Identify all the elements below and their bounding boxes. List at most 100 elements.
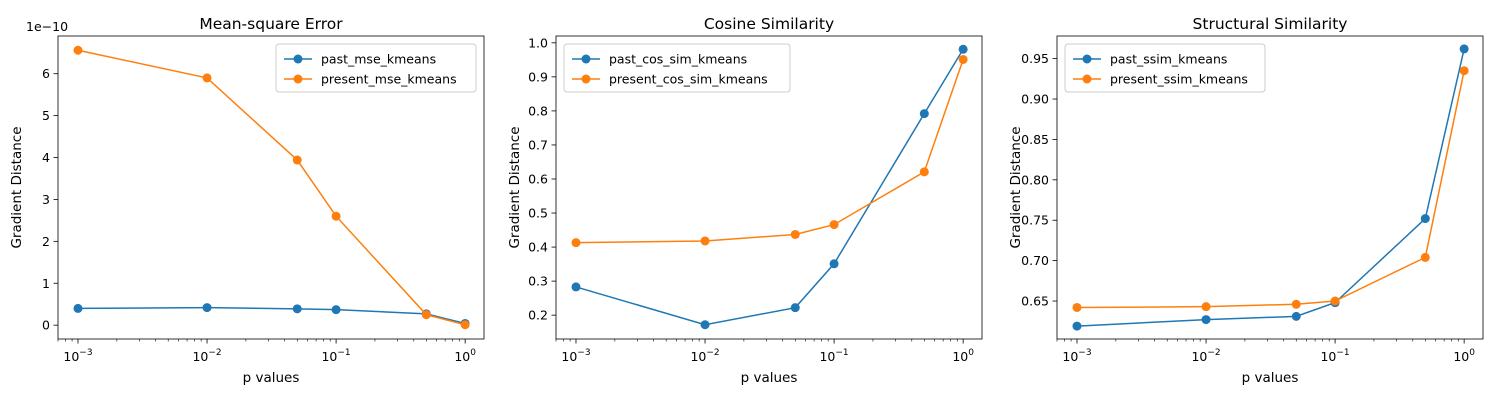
data-point-past_ssim_kmeans [1072,321,1082,331]
x-tick-label: 10−2 [192,348,221,364]
y-tick-label: 0.70 [1021,253,1049,268]
chart-panel-1: Mean-square Error 10−3 10−2 10−1 100 0 1 2 3 4 5 6 1… [9,15,485,386]
y-tick-label: 1.0 [528,35,548,50]
y-tick-label: 0.6 [528,171,548,186]
data-point-present_ssim_kmeans [1291,299,1301,309]
legend: past_mse_kmeans present_mse_kmeans [275,43,477,93]
y-tick-label: 0.5 [528,206,548,221]
data-point-present_cos_sim_kmeans [958,54,968,64]
series-line-past_ssim_kmeans [1076,48,1465,327]
y-tick-label: 0.80 [1021,172,1049,187]
data-point-present_cos_sim_kmeans [919,167,929,177]
data-point-present_mse_kmeans [460,320,470,330]
y-tick-label: 0.90 [1021,92,1049,107]
y-tick-label: 0.9 [528,69,548,84]
chart-panel-2: Cosine Similarity 10−3 10−2 10−1 100 0.2 0.3 0.… [507,15,983,386]
data-point-present_cos_sim_kmeans [790,229,800,239]
y-tick-label: 0.7 [528,137,548,152]
legend: past_ssim_kmeans present_ssim_kmeans [1064,43,1266,93]
data-point-past_ssim_kmeans [1291,311,1301,321]
data-point-past_cos_sim_kmeans [700,320,710,330]
data-point-past_cos_sim_kmeans [829,259,839,269]
y-tick-label: 1 [42,276,50,291]
chart-title: Structural Similarity [1193,15,1348,33]
data-point-present_cos_sim_kmeans [700,236,710,246]
series-line-past_cos_sim_kmeans [575,48,964,326]
legend-label: past_mse_kmeans [321,52,436,67]
y-tick-label: 4 [42,150,50,165]
data-point-present_cos_sim_kmeans [571,238,581,248]
legend-marker [1082,54,1092,64]
chart-title: Mean-square Error [199,15,343,33]
data-point-past_cos_sim_kmeans [958,44,968,54]
x-tick-label: 10−3 [63,348,92,364]
y-tick-label: 3 [42,192,50,207]
series-line-present_cos_sim_kmeans [575,59,964,244]
data-point-present_ssim_kmeans [1459,66,1469,76]
data-point-present_ssim_kmeans [1072,302,1082,312]
series-line-present_mse_kmeans [77,49,466,326]
data-point-present_mse_kmeans [292,155,302,165]
y-tick-label: 0.75 [1021,213,1049,228]
y-tick-label: 6 [42,66,50,81]
y-tick-label: 0.3 [528,274,548,289]
data-point-past_ssim_kmeans [1201,315,1211,325]
x-tick-label: 10−2 [1191,348,1220,364]
legend-marker [581,54,591,64]
legend-marker [293,74,303,84]
legend-label: past_ssim_kmeans [1110,52,1227,67]
legend-box [1064,43,1266,93]
legend-marker [581,74,591,84]
data-point-present_ssim_kmeans [1420,252,1430,262]
x-tick-label: 100 [454,348,476,364]
legend-label: past_cos_sim_kmeans [609,52,747,67]
plot-frame [1056,35,1484,340]
legend-label: present_ssim_kmeans [1110,72,1248,87]
legend: past_cos_sim_kmeans present_cos_sim_kmean… [563,43,791,93]
data-point-present_mse_kmeans [421,310,431,320]
data-point-present_mse_kmeans [73,45,83,55]
x-axis-label: p values [243,370,300,386]
data-point-present_ssim_kmeans [1201,302,1211,312]
x-tick-label: 10−1 [321,348,350,364]
legend-marker [1082,74,1092,84]
data-point-past_mse_kmeans [202,303,212,313]
x-tick-label: 100 [952,348,974,364]
x-axis-label: p values [1242,370,1299,386]
series-line-past_mse_kmeans [77,306,466,325]
x-tick-label: 10−2 [690,348,719,364]
y-offset-label: 1e−10 [26,19,68,34]
y-tick-label: 0.2 [528,308,548,323]
data-point-past_cos_sim_kmeans [790,303,800,313]
y-tick-label: 0.95 [1021,51,1049,66]
x-tick-label: 10−3 [1062,348,1091,364]
y-tick-label: 2 [42,234,50,249]
y-tick-label: 0.85 [1021,132,1049,147]
legend-marker [293,54,303,64]
y-tick-label: 0.65 [1021,294,1049,309]
series-line-present_ssim_kmeans [1076,70,1465,309]
data-point-present_cos_sim_kmeans [829,220,839,230]
legend-label: present_cos_sim_kmeans [609,72,768,87]
data-point-present_mse_kmeans [331,211,341,221]
data-point-past_ssim_kmeans [1420,214,1430,224]
x-axis-label: p values [741,370,798,386]
y-tick-label: 5 [42,108,50,123]
data-point-past_mse_kmeans [292,304,302,314]
y-tick-label: 0.8 [528,103,548,118]
data-point-past_cos_sim_kmeans [571,282,581,292]
data-point-past_cos_sim_kmeans [919,109,929,119]
legend-box [563,43,791,93]
x-tick-label: 10−1 [819,348,848,364]
legend-box [275,43,477,93]
data-point-present_mse_kmeans [202,73,212,83]
data-point-past_ssim_kmeans [1459,44,1469,54]
x-tick-label: 10−1 [1320,348,1349,364]
y-tick-label: 0 [42,318,50,333]
chart-panel-3: Structural Similarity 10−3 10−2 10−1 100 0.65… [1008,15,1484,386]
data-point-past_mse_kmeans [331,305,341,315]
y-axis-label: Gradient Distance [1008,126,1024,248]
legend-label: present_mse_kmeans [321,72,457,87]
data-point-past_mse_kmeans [73,303,83,313]
